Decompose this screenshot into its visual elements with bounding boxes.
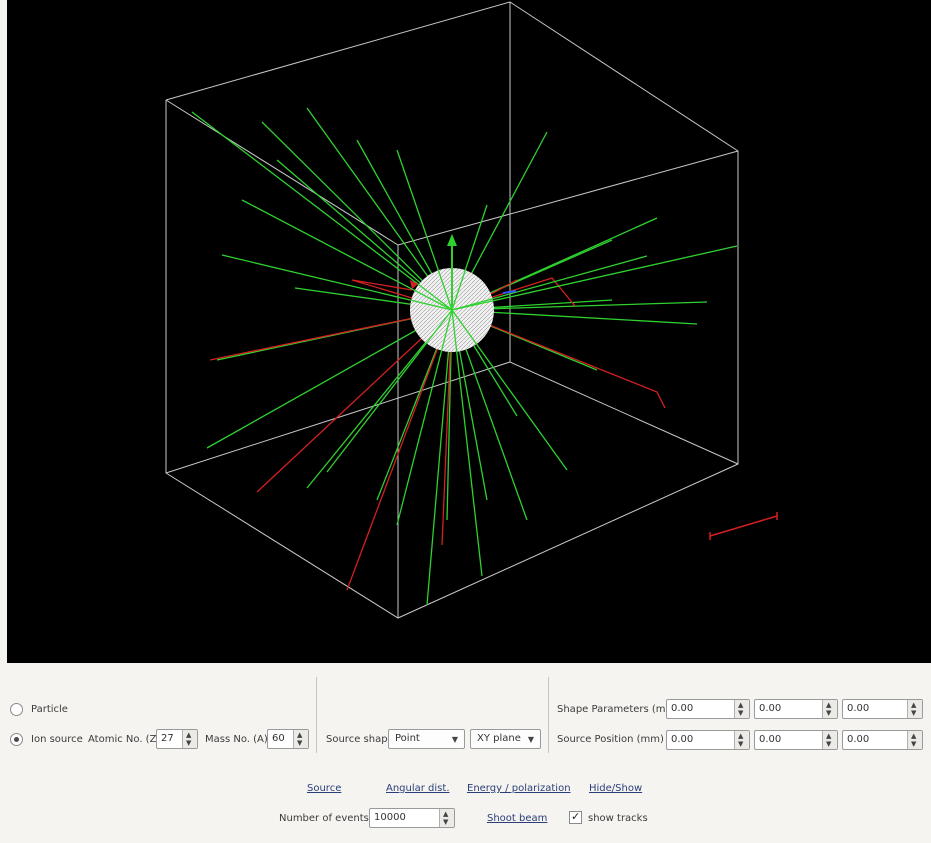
source-plane-select[interactable]: XY plane ▼	[470, 729, 541, 749]
ion-source-radio[interactable]	[10, 733, 23, 746]
x-axis-arrow	[410, 280, 418, 289]
source-pos-y-value: 0.00	[759, 734, 782, 745]
atomic-number-label: Atomic No. (Z)	[88, 734, 161, 745]
number-of-events-value: 10000	[374, 812, 406, 823]
source-pos-z-stepper[interactable]: ▲ ▼	[907, 731, 922, 749]
ion-source-label: Ion source	[31, 734, 83, 745]
show-tracks-label: show tracks	[588, 813, 648, 824]
separator	[316, 677, 317, 753]
z-axis-marker	[502, 290, 517, 294]
gamma-track	[396, 309, 453, 526]
chevron-down-icon: ▼	[527, 735, 534, 744]
source-position-label: Source Position (mm)	[557, 734, 664, 745]
gamma-track	[451, 245, 738, 311]
source-shape-select[interactable]: Point ▼	[388, 729, 465, 749]
particle-tracks-front	[191, 111, 738, 577]
source-shape-label: Source shape	[326, 734, 394, 745]
gamma-track	[451, 301, 708, 311]
checkmark-icon: ✓	[571, 810, 581, 823]
source-pos-x-value: 0.00	[671, 734, 694, 745]
show-tracks-checkbox[interactable]: ✓	[569, 810, 582, 824]
3d-viewport[interactable]	[7, 0, 931, 663]
shape-param-2-spinbox[interactable]: 0.00 ▲ ▼	[754, 699, 838, 719]
scale-bar	[709, 512, 778, 540]
number-of-events-label: Number of events	[279, 813, 369, 824]
energy-polarization-link[interactable]: Energy / polarization	[467, 783, 571, 794]
atomic-number-stepper[interactable]: ▲ ▼	[182, 730, 197, 748]
source-pos-x-spinbox[interactable]: 0.00 ▲ ▼	[666, 730, 750, 750]
mass-number-spinbox[interactable]: 60 ▲ ▼	[267, 729, 309, 749]
hide-show-link[interactable]: Hide/Show	[589, 783, 643, 794]
gamma-track	[241, 199, 453, 311]
electron-track	[451, 309, 666, 409]
source-pos-z-value: 0.00	[847, 734, 870, 745]
shape-param-3-stepper[interactable]: ▲ ▼	[907, 700, 922, 718]
shape-param-1-value: 0.00	[671, 703, 694, 714]
shape-param-2-value: 0.00	[759, 703, 782, 714]
chevron-down-icon: ▼	[451, 735, 458, 744]
shape-param-1-spinbox[interactable]: 0.00 ▲ ▼	[666, 699, 750, 719]
mass-number-stepper[interactable]: ▲ ▼	[293, 730, 308, 748]
shape-param-3-value: 0.00	[847, 703, 870, 714]
gamma-track	[221, 254, 453, 311]
gamma-track	[451, 309, 568, 471]
gamma-track	[326, 309, 453, 473]
atomic-number-value: 27	[161, 733, 174, 744]
electron-track	[346, 309, 453, 591]
control-panel: Particle Ion source Atomic No. (Z) 27 ▲ ▼…	[0, 663, 931, 843]
shape-param-2-stepper[interactable]: ▲ ▼	[822, 700, 837, 718]
gamma-track	[206, 309, 453, 449]
source-pos-y-stepper[interactable]: ▲ ▼	[822, 731, 837, 749]
mass-number-value: 60	[272, 733, 285, 744]
box-back-bottom	[165, 361, 739, 474]
shape-parameters-label: Shape Parameters (mm)	[557, 704, 680, 715]
gamma-track	[426, 309, 453, 606]
geometry-scene[interactable]	[7, 0, 931, 663]
source-pos-z-spinbox[interactable]: 0.00 ▲ ▼	[842, 730, 923, 750]
source-plane-value: XY plane	[477, 733, 521, 744]
gamma-track	[451, 255, 648, 311]
source-pos-y-spinbox[interactable]: 0.00 ▲ ▼	[754, 730, 838, 750]
separator	[548, 677, 549, 753]
atomic-number-spinbox[interactable]: 27 ▲ ▼	[156, 729, 198, 749]
particle-radio[interactable]	[10, 703, 23, 716]
mass-number-label: Mass No. (A)	[205, 734, 268, 745]
source-shape-value: Point	[395, 733, 420, 744]
shape-param-1-stepper[interactable]: ▲ ▼	[734, 700, 749, 718]
electron-track	[256, 309, 453, 493]
gamma-track	[191, 111, 453, 311]
number-of-events-stepper[interactable]: ▲ ▼	[439, 809, 454, 827]
world-box	[165, 1, 739, 619]
shoot-beam-link[interactable]: Shoot beam	[487, 813, 548, 824]
source-pos-x-stepper[interactable]: ▲ ▼	[734, 731, 749, 749]
gamma-track	[396, 149, 453, 311]
gamma-track	[261, 121, 453, 311]
particle-label: Particle	[31, 704, 68, 715]
gamma-track	[451, 204, 488, 311]
source-link[interactable]: Source	[307, 783, 342, 794]
gamma-track	[451, 309, 483, 577]
angular-dist-link[interactable]: Angular dist.	[386, 783, 450, 794]
box-front-top	[165, 99, 739, 246]
shape-param-3-spinbox[interactable]: 0.00 ▲ ▼	[842, 699, 923, 719]
number-of-events-spinbox[interactable]: 10000 ▲ ▼	[369, 808, 455, 828]
y-axis-arrow	[447, 234, 457, 310]
